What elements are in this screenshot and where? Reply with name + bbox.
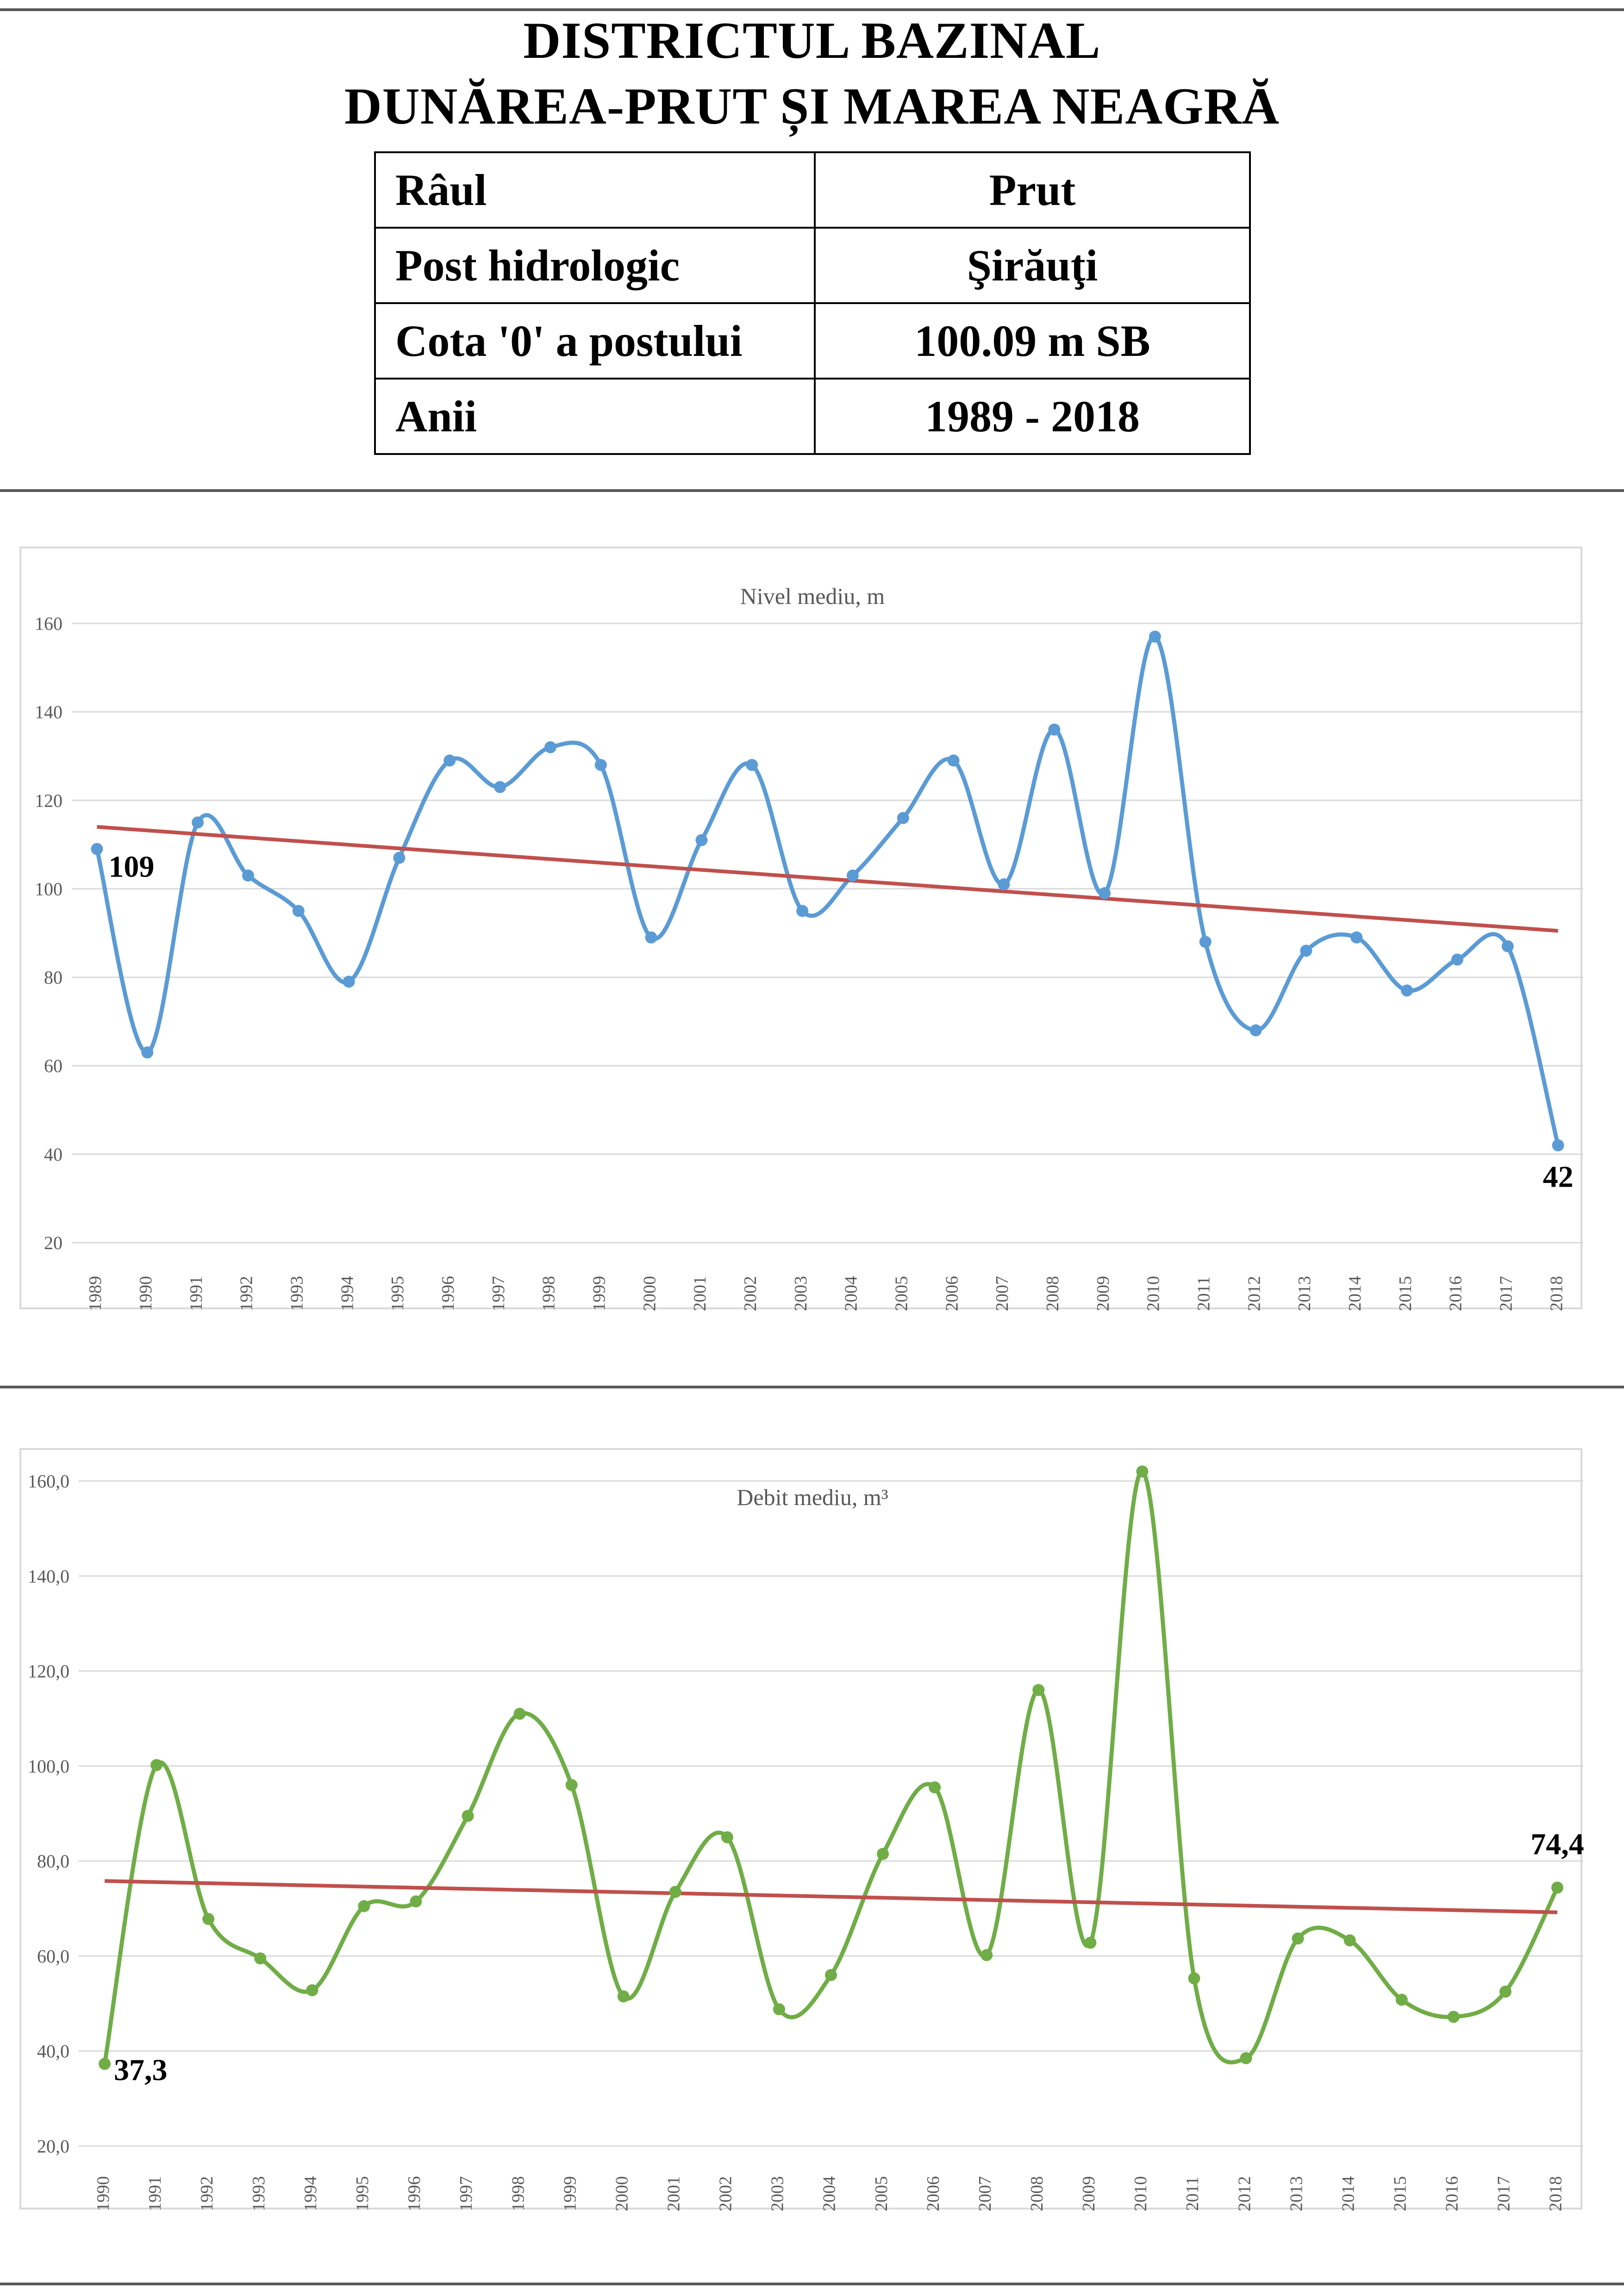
table-label-river: Râul xyxy=(374,151,816,229)
level-chart-frame xyxy=(19,547,1582,1309)
table-label-years: Anii xyxy=(374,378,816,455)
page-title-line-2: DUNĂREA-PRUT ȘI MAREA NEAGRĂ xyxy=(344,78,1280,135)
top-rule xyxy=(0,8,1624,11)
discharge-chart-frame xyxy=(19,1448,1582,2209)
bottom-rule xyxy=(0,2283,1624,2285)
table-row: Râul Prut xyxy=(374,151,1251,229)
table-row: Anii 1989 - 2018 xyxy=(374,378,1251,455)
table-value-station: Şirăuţi xyxy=(814,227,1251,304)
table-label-station: Post hidrologic xyxy=(374,227,816,304)
section-divider-2 xyxy=(0,1386,1624,1388)
station-info-table: Râul Prut Post hidrologic Şirăuţi Cota '… xyxy=(374,151,1251,455)
table-row: Cota '0' a postului 100.09 m SB xyxy=(374,302,1251,380)
table-value-datum: 100.09 m SB xyxy=(814,302,1251,380)
table-value-years: 1989 - 2018 xyxy=(814,378,1251,455)
table-row: Post hidrologic Şirăuţi xyxy=(374,227,1251,304)
page-title-line-1: DISTRICTUL BAZINAL xyxy=(523,12,1101,69)
table-label-datum: Cota '0' a postului xyxy=(374,302,816,380)
table-value-river: Prut xyxy=(814,151,1251,229)
section-divider-1 xyxy=(0,489,1624,492)
